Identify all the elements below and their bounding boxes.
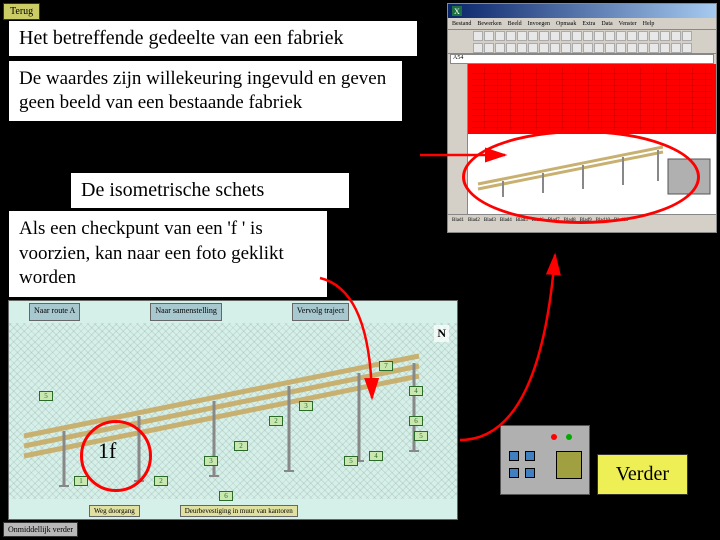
excel-toolbar-button bbox=[638, 31, 648, 41]
values-note-box: De waardes zijn willekeuring ingevuld en… bbox=[8, 60, 403, 122]
excel-toolbar-button bbox=[671, 31, 681, 41]
excel-toolbar-button bbox=[539, 43, 549, 53]
iso-annotation: Deurbevestiging in muur van kantoren bbox=[180, 505, 298, 517]
excel-toolbar-button bbox=[605, 43, 615, 53]
checkpoint-marker[interactable]: 5 bbox=[39, 391, 53, 401]
excel-icon: X bbox=[452, 6, 462, 16]
excel-toolbar-button bbox=[561, 43, 571, 53]
excel-toolbar-button bbox=[484, 43, 494, 53]
excel-menu-item: Help bbox=[643, 21, 655, 27]
excel-toolbar-button bbox=[638, 43, 648, 53]
checkpoint-marker[interactable]: 6 bbox=[219, 491, 233, 501]
excel-toolbar-button bbox=[594, 43, 604, 53]
iso-pipework bbox=[9, 301, 458, 520]
excel-toolbar-button bbox=[495, 31, 505, 41]
excel-sheet-tab: Blad5 bbox=[516, 218, 528, 223]
excel-toolbar-button bbox=[616, 43, 626, 53]
checkpoint-1f-label: 1f bbox=[98, 438, 116, 464]
excel-screenshot: X Bestand Bewerken Beeld Invoegen Opmaak Extr… bbox=[447, 3, 717, 233]
excel-sheet-tab: Blad11 bbox=[614, 218, 628, 223]
excel-menu-item: Invoegen bbox=[528, 21, 550, 27]
excel-menu-item: Opmaak bbox=[556, 21, 576, 27]
checkpoint-marker[interactable]: 5 bbox=[344, 456, 358, 466]
excel-toolbar-button bbox=[517, 31, 527, 41]
excel-menu-item: Data bbox=[601, 21, 612, 27]
excel-toolbar-button bbox=[572, 43, 582, 53]
excel-toolbar-button bbox=[616, 31, 626, 41]
excel-embedded-sketch bbox=[473, 139, 713, 199]
excel-toolbar-button bbox=[649, 43, 659, 53]
excel-menu-item: Bestand bbox=[452, 21, 471, 27]
excel-sheet-tab: Blad4 bbox=[500, 218, 512, 223]
checkpoint-marker[interactable]: 2 bbox=[269, 416, 283, 426]
iso-title-box: De isometrische schets bbox=[70, 172, 350, 209]
excel-sheet-tab: Blad3 bbox=[484, 218, 496, 223]
legend-panel bbox=[500, 425, 590, 495]
checkpoint-marker[interactable]: 7 bbox=[379, 361, 393, 371]
iso-annotation: Weg doorgang bbox=[89, 505, 140, 517]
excel-toolbar-button bbox=[528, 31, 538, 41]
excel-toolbar-button bbox=[506, 43, 516, 53]
checkpoint-marker[interactable]: 3 bbox=[299, 401, 313, 411]
checkpoint-marker[interactable]: 4 bbox=[369, 451, 383, 461]
excel-toolbar-button bbox=[627, 43, 637, 53]
excel-sheet-tabs: Blad1 Blad2 Blad3 Blad4 Blad5 Blad6 Blad7 Blad8… bbox=[448, 214, 716, 226]
excel-sheet-tab: Blad10 bbox=[596, 218, 610, 223]
excel-toolbar-button bbox=[550, 43, 560, 53]
checkpoint-note-box: Als een checkpunt van een 'f ' is voorzi… bbox=[8, 210, 328, 298]
next-button[interactable]: Verder bbox=[597, 454, 688, 495]
excel-toolbar-button bbox=[594, 31, 604, 41]
excel-sheet-tab: Blad1 bbox=[452, 218, 464, 223]
excel-grid bbox=[448, 64, 716, 214]
excel-toolbar-button bbox=[517, 43, 527, 53]
excel-sheet-tab: Blad7 bbox=[548, 218, 560, 223]
excel-menu-item: Extra bbox=[582, 21, 595, 27]
excel-toolbar-button bbox=[649, 31, 659, 41]
excel-titlebar: X bbox=[448, 4, 716, 18]
excel-toolbar-button bbox=[605, 31, 615, 41]
excel-menubar: Bestand Bewerken Beeld Invoegen Opmaak Extra D… bbox=[448, 18, 716, 30]
excel-toolbar-button bbox=[495, 43, 505, 53]
excel-toolbar-button bbox=[682, 31, 692, 41]
excel-toolbar-button bbox=[671, 43, 681, 53]
excel-toolbar-button bbox=[528, 43, 538, 53]
excel-toolbar-button bbox=[572, 31, 582, 41]
excel-toolbar-button bbox=[583, 43, 593, 53]
excel-data-region bbox=[468, 64, 716, 134]
excel-sheet-tab: Blad9 bbox=[580, 218, 592, 223]
checkpoint-marker[interactable]: 3 bbox=[204, 456, 218, 466]
excel-sheet-tab: Blad2 bbox=[468, 218, 480, 223]
excel-toolbar-button bbox=[660, 31, 670, 41]
excel-toolbar-button bbox=[473, 31, 483, 41]
iso-bottom-labels: Weg doorgang Deurbevestiging in muur van … bbox=[89, 505, 298, 517]
excel-menu-item: Venster bbox=[619, 21, 637, 27]
excel-toolbar bbox=[448, 30, 716, 54]
checkpoint-marker[interactable]: 4 bbox=[409, 386, 423, 396]
svg-text:X: X bbox=[454, 7, 460, 16]
back-button[interactable]: Terug bbox=[3, 3, 40, 20]
excel-toolbar-button bbox=[539, 31, 549, 41]
checkpoint-marker[interactable]: 1 bbox=[74, 476, 88, 486]
excel-menu-item: Beeld bbox=[508, 21, 522, 27]
excel-toolbar-button bbox=[561, 31, 571, 41]
checkpoint-marker[interactable]: 6 bbox=[409, 416, 423, 426]
isometric-sketch: Naar route ANaar samenstellingVervolg tr… bbox=[8, 300, 458, 520]
excel-menu-item: Bewerken bbox=[477, 21, 501, 27]
checkpoint-marker[interactable]: 2 bbox=[234, 441, 248, 451]
checkpoint-marker[interactable]: 2 bbox=[154, 476, 168, 486]
excel-toolbar-button bbox=[627, 31, 637, 41]
excel-toolbar-button bbox=[506, 31, 516, 41]
excel-toolbar-button bbox=[550, 31, 560, 41]
excel-toolbar-button bbox=[660, 43, 670, 53]
excel-toolbar-button bbox=[484, 31, 494, 41]
excel-toolbar-button bbox=[473, 43, 483, 53]
excel-sheet-tab: Blad8 bbox=[564, 218, 576, 223]
title-box: Het betreffende gedeelte van een fabriek bbox=[8, 20, 418, 57]
checkpoint-marker[interactable]: 5 bbox=[414, 431, 428, 441]
excel-sheet-tab: Blad6 bbox=[532, 218, 544, 223]
excel-formula-bar: A54 bbox=[450, 54, 714, 64]
skip-button[interactable]: Onmiddellijk verder bbox=[3, 522, 78, 537]
excel-toolbar-button bbox=[682, 43, 692, 53]
excel-toolbar-button bbox=[583, 31, 593, 41]
